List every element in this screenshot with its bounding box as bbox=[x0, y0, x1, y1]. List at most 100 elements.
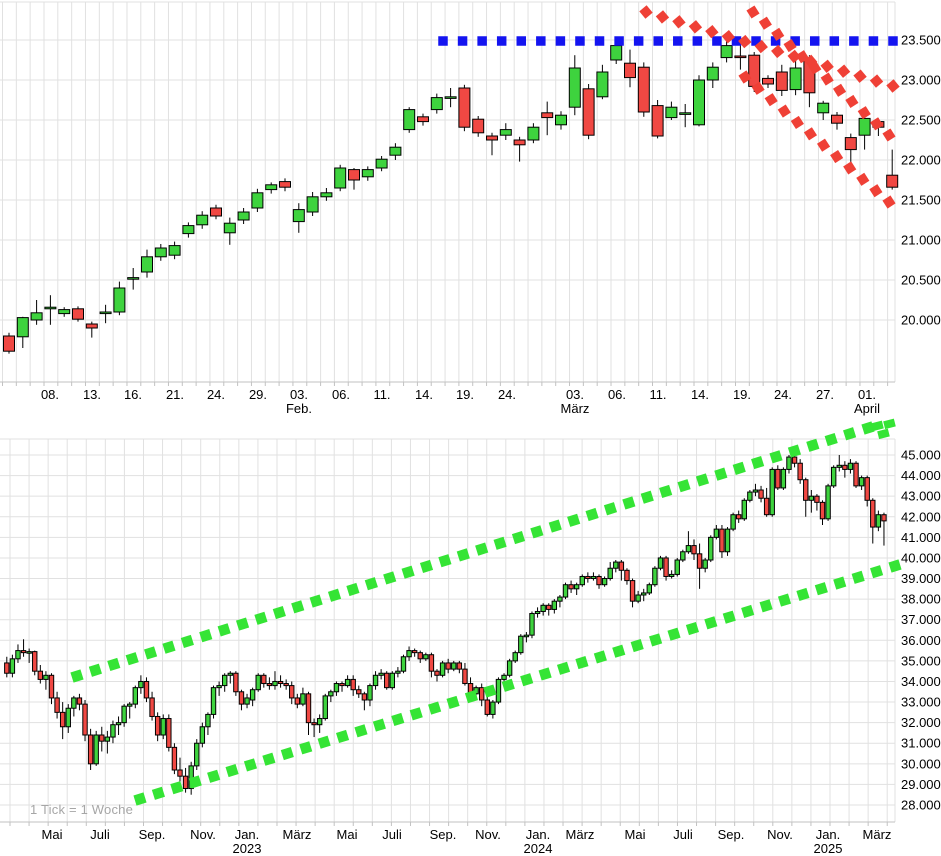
candle bbox=[430, 93, 443, 114]
y-axis-label: 44.000 bbox=[901, 468, 941, 483]
candle bbox=[646, 582, 653, 596]
candle bbox=[786, 455, 792, 474]
x-axis-label: 27. bbox=[816, 387, 834, 402]
y-axis-label: 40.000 bbox=[901, 550, 941, 565]
x-axis-label: 11. bbox=[373, 387, 390, 402]
candle bbox=[434, 669, 440, 682]
candle bbox=[59, 702, 66, 740]
x-axis-label: Nov. bbox=[190, 827, 216, 842]
y-axis-label: 28.000 bbox=[901, 798, 941, 813]
candle bbox=[579, 574, 585, 587]
candle bbox=[277, 675, 284, 688]
candle bbox=[724, 527, 731, 556]
candle bbox=[629, 578, 636, 608]
candle bbox=[719, 525, 725, 558]
candle bbox=[637, 62, 650, 117]
candle bbox=[853, 461, 859, 488]
candle bbox=[680, 549, 686, 563]
candle bbox=[527, 123, 540, 144]
candle bbox=[808, 490, 815, 513]
candle bbox=[384, 671, 390, 690]
y-axis-label: 43.000 bbox=[901, 489, 941, 504]
candle bbox=[679, 104, 692, 128]
y-axis-label: 39.000 bbox=[901, 571, 941, 586]
y-axis-label: 33.000 bbox=[901, 695, 941, 710]
y-axis-label: 22.000 bbox=[901, 153, 941, 168]
candle bbox=[344, 675, 351, 688]
candle bbox=[864, 475, 870, 507]
x-axis-label: 03. bbox=[290, 387, 308, 402]
candle bbox=[251, 188, 264, 212]
candle bbox=[568, 55, 581, 116]
candle bbox=[375, 156, 388, 172]
candle bbox=[350, 675, 356, 696]
candle bbox=[389, 143, 402, 160]
candle bbox=[752, 483, 759, 497]
y-axis-label: 31.000 bbox=[901, 736, 941, 751]
candle bbox=[194, 739, 200, 771]
candle bbox=[265, 182, 278, 194]
candle bbox=[601, 576, 608, 587]
candle bbox=[708, 535, 714, 563]
candle bbox=[546, 603, 552, 616]
candle bbox=[361, 691, 368, 711]
candle bbox=[115, 716, 122, 736]
candle bbox=[15, 644, 21, 663]
candle bbox=[758, 485, 764, 503]
candle bbox=[221, 673, 228, 692]
candle bbox=[439, 660, 446, 678]
x-axis-label: 24. bbox=[207, 387, 225, 402]
y-axis-label: 23.500 bbox=[901, 33, 941, 48]
candle bbox=[372, 671, 379, 690]
candle bbox=[110, 720, 116, 744]
x-axis-label: Mai bbox=[42, 827, 63, 842]
y-axis-label: 23.000 bbox=[901, 73, 941, 88]
candle bbox=[292, 203, 305, 233]
candle bbox=[696, 543, 703, 589]
y-axis-label: 42.000 bbox=[901, 509, 941, 524]
candle bbox=[417, 650, 423, 663]
candle bbox=[166, 714, 172, 752]
y-axis-label: 32.000 bbox=[901, 715, 941, 730]
x-axis-label: 21. bbox=[166, 387, 184, 402]
x-axis-sublabel: März bbox=[561, 401, 590, 416]
x-axis-label: 24. bbox=[774, 387, 792, 402]
candle bbox=[720, 40, 733, 63]
candle bbox=[674, 557, 680, 577]
candle bbox=[199, 722, 206, 748]
candle bbox=[513, 136, 526, 162]
candle bbox=[48, 673, 55, 705]
candle bbox=[825, 483, 831, 521]
candle bbox=[842, 461, 848, 478]
x-axis-label: Juli bbox=[90, 827, 110, 842]
candle bbox=[37, 665, 44, 684]
candle bbox=[255, 673, 261, 692]
candle bbox=[87, 728, 94, 771]
candle bbox=[734, 44, 747, 70]
candle bbox=[585, 572, 591, 583]
candle bbox=[333, 681, 340, 696]
candle bbox=[71, 695, 77, 717]
candle bbox=[322, 693, 328, 721]
candle bbox=[568, 580, 574, 593]
candle bbox=[562, 582, 569, 600]
y-axis-label: 38.000 bbox=[901, 592, 941, 607]
candle bbox=[817, 100, 830, 120]
candle bbox=[847, 459, 854, 474]
y-axis-label: 20.000 bbox=[901, 313, 941, 328]
candle bbox=[693, 75, 705, 127]
x-axis-label: 03. bbox=[566, 387, 584, 402]
candle bbox=[406, 646, 412, 661]
candle bbox=[763, 487, 770, 517]
candle bbox=[160, 714, 166, 740]
candle bbox=[423, 652, 429, 661]
candle bbox=[875, 510, 882, 532]
y-axis-label: 29.000 bbox=[901, 777, 941, 792]
trend-arrow-dot bbox=[877, 428, 890, 440]
x-axis-sublabel: 2023 bbox=[233, 841, 262, 856]
candle bbox=[428, 652, 435, 678]
candle bbox=[339, 681, 345, 692]
candle bbox=[154, 712, 161, 742]
x-axis bbox=[0, 381, 895, 386]
